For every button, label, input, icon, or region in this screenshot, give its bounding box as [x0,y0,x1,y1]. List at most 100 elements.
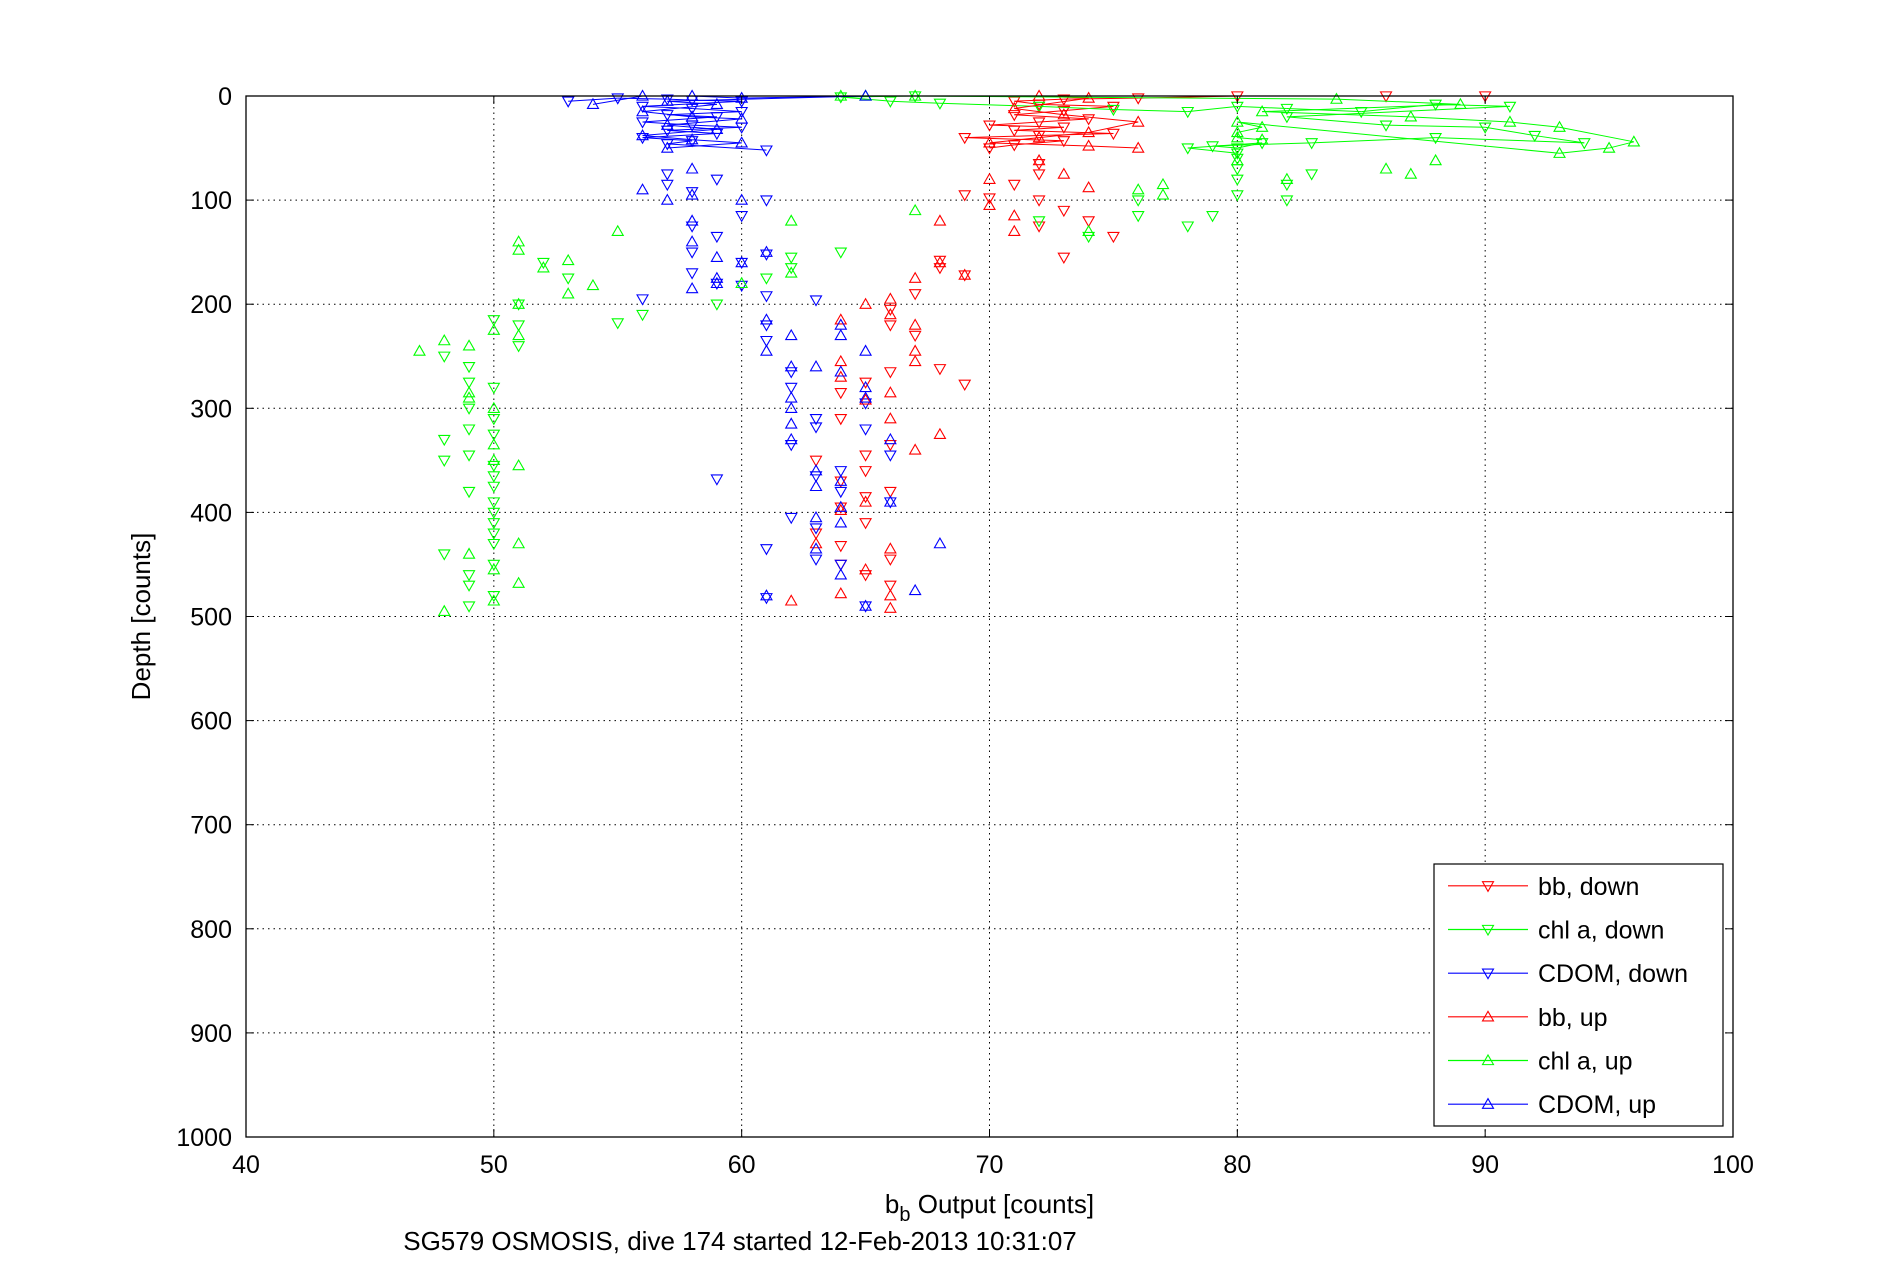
data-point [908,203,922,216]
data-point [710,174,724,186]
data-point [685,162,699,174]
legend-marker [1481,881,1495,893]
series-line-segment [692,124,742,128]
data-point [487,382,501,395]
data-point [859,466,873,478]
data-point [809,542,823,554]
data-point [487,497,501,509]
data-point [809,455,823,467]
data-point [1330,92,1343,104]
data-point [660,118,674,130]
data-point [859,601,873,613]
data-point [859,495,873,507]
data-point [487,481,501,493]
series-line-segment [667,124,717,130]
series-line-segment [1386,124,1486,128]
series-line-segment [667,126,742,131]
series-line-segment [642,103,717,113]
data-point [1305,138,1319,150]
data-point [933,427,947,440]
data-point [735,255,749,268]
data-point [859,89,873,101]
data-point [487,507,501,520]
legend-label: chl a, down [1538,917,1664,945]
data-point [883,601,897,613]
data-point [958,379,972,391]
data-point [760,544,773,556]
y-tick-label: 600 [190,708,232,736]
data-point [1404,110,1418,122]
data-point [784,360,798,372]
data-point [760,145,773,157]
data-point [883,432,897,445]
data-point [611,93,625,105]
data-point [1032,195,1046,207]
data-point [1007,110,1021,122]
data-point [660,193,674,205]
data-point [1230,190,1244,202]
data-point [1131,183,1145,195]
series-line-segment [1113,109,1188,113]
data-point [710,299,724,311]
series-line-segment [1014,97,1089,109]
data-point [809,510,823,523]
data-point [487,438,501,450]
data-point [1131,93,1145,105]
data-point [1032,169,1046,181]
y-tick-label: 100 [190,187,232,215]
legend: bb, down chl a, down CDOM, down bb, up chl a… [1433,863,1724,1127]
series-line-segment [1311,137,1436,144]
data-point [784,594,798,606]
legend-marker [1481,1097,1495,1109]
data-point [760,593,773,605]
data-point [760,335,773,348]
data-point [660,125,674,137]
data-point [1082,180,1096,193]
data-point [883,386,897,398]
legend-item: CDOM, up [1448,1091,1656,1119]
data-point [809,554,823,566]
data-point [685,221,699,233]
series-line-segment [642,100,742,107]
data-point [859,563,873,575]
data-point [1057,136,1071,148]
data-point [933,255,947,268]
legend-marker [1481,968,1495,980]
series-line-segment [1286,105,1510,118]
data-point [561,96,575,108]
data-point [710,271,724,283]
data-point [1106,104,1120,117]
series-line-segment [1286,107,1362,113]
data-point [1429,153,1443,166]
y-tick-label: 800 [190,916,232,944]
data-point [1032,131,1046,143]
legend-marker [1481,1053,1495,1066]
legend-marker [1481,1010,1495,1022]
y-tick-label: 200 [190,291,232,319]
data-point [413,344,426,356]
data-point [1032,221,1046,233]
series-line-segment [1336,98,1461,105]
data-point [735,193,749,205]
data-point [487,528,501,540]
data-point [561,273,575,285]
data-point [487,591,501,603]
series-line-segment [1014,114,1089,120]
data-point [1057,108,1071,120]
data-point [1206,211,1219,223]
data-point [958,132,972,145]
data-point [685,136,699,148]
series-line-segment [1014,107,1064,116]
data-point [883,96,897,108]
data-point [1057,105,1071,118]
series-line-segment [1088,121,1139,133]
data-point [983,120,996,132]
data-point [784,382,798,395]
data-point [1181,143,1195,155]
data-point [883,542,897,554]
x-tick-label: 50 [480,1151,508,1179]
data-point [834,500,848,512]
data-point [636,294,649,306]
data-point [1007,209,1021,221]
data-point [636,105,649,117]
